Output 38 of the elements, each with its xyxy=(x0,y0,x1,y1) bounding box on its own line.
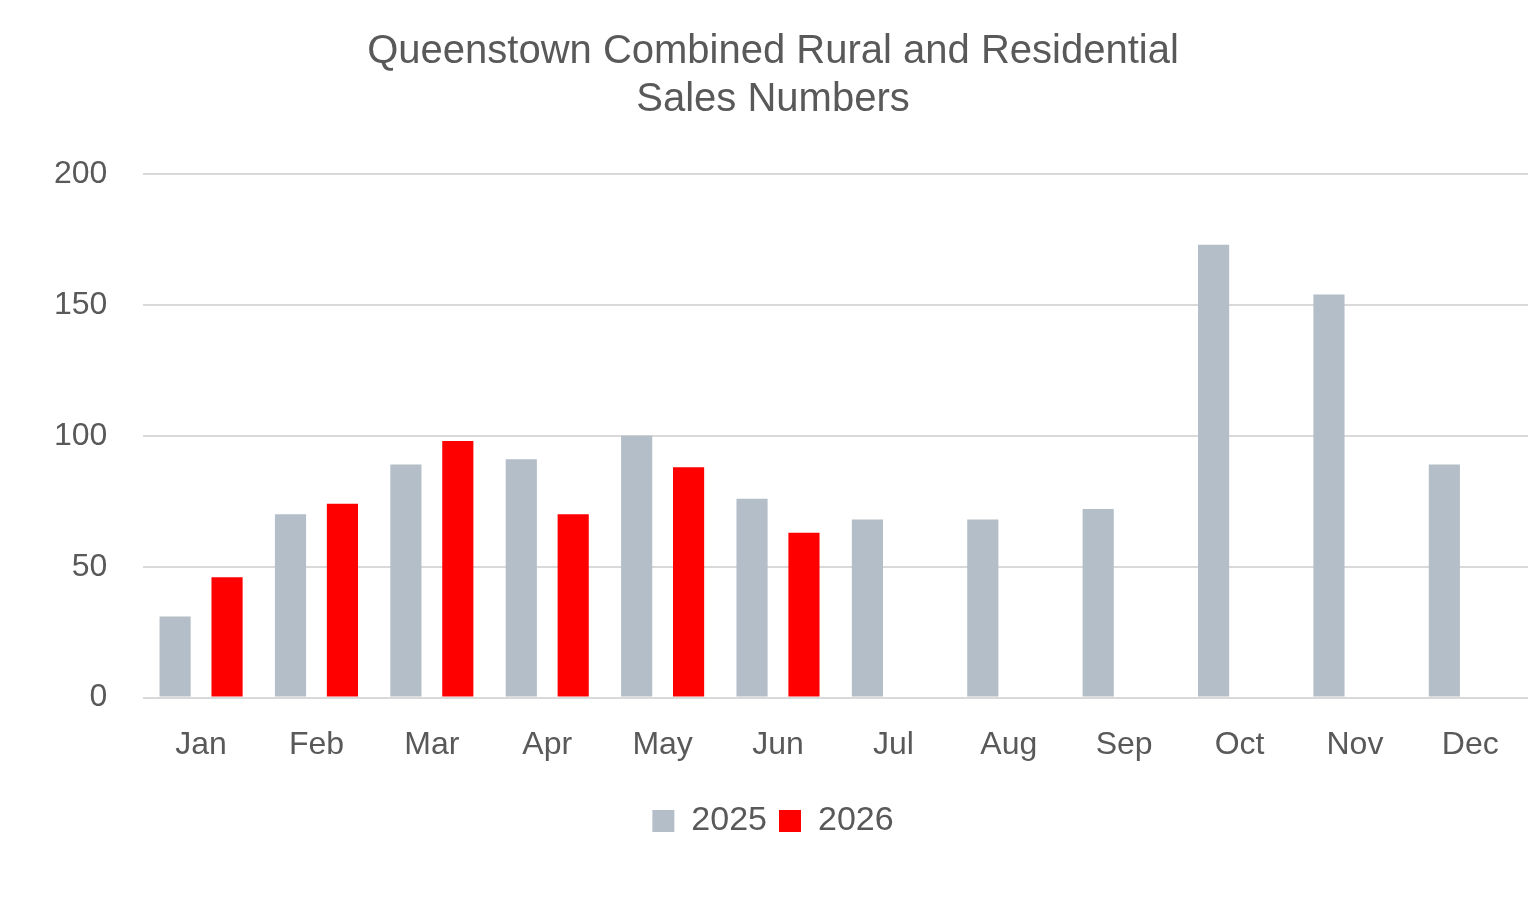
x-tick-label: Jun xyxy=(752,724,804,761)
bar xyxy=(851,519,883,697)
x-tick-label: Apr xyxy=(522,724,573,761)
bar xyxy=(788,532,820,697)
x-tick-label: Mar xyxy=(404,724,460,761)
bar xyxy=(621,435,653,697)
bar xyxy=(1198,244,1230,697)
y-tick-label: 100 xyxy=(54,415,108,452)
legend-label: 2026 xyxy=(818,799,894,838)
bar xyxy=(1082,509,1114,697)
bar xyxy=(326,503,359,697)
y-tick-label: 50 xyxy=(71,546,108,583)
bar xyxy=(1428,464,1460,697)
bar xyxy=(159,616,191,697)
bar xyxy=(505,459,537,697)
x-tick-label: May xyxy=(632,724,693,761)
x-tick-label: Aug xyxy=(980,724,1038,761)
x-tick-label: Jul xyxy=(872,724,914,761)
chart-title: Queenstown Combined Rural and Residential Sales Numbers xyxy=(367,27,1179,120)
x-tick-label: Feb xyxy=(288,724,345,761)
x-tick-label: Jan xyxy=(175,724,227,761)
bar xyxy=(967,519,999,697)
bar xyxy=(673,467,705,697)
y-tick-label: 150 xyxy=(54,284,108,321)
legend-label: 2025 xyxy=(691,799,767,838)
x-tick-label: Sep xyxy=(1095,724,1153,761)
bar xyxy=(1313,294,1345,697)
x-tick-label: Nov xyxy=(1326,724,1384,761)
bar xyxy=(211,577,243,697)
x-tick-label: Oct xyxy=(1214,724,1265,761)
y-tick-label: 0 xyxy=(89,677,108,714)
x-tick-label: Dec xyxy=(1441,724,1499,761)
bar xyxy=(390,464,422,697)
y-tick-label: 200 xyxy=(54,153,108,190)
bar xyxy=(557,514,589,697)
bar xyxy=(274,514,307,697)
bar xyxy=(442,441,474,697)
bar xyxy=(736,498,768,697)
